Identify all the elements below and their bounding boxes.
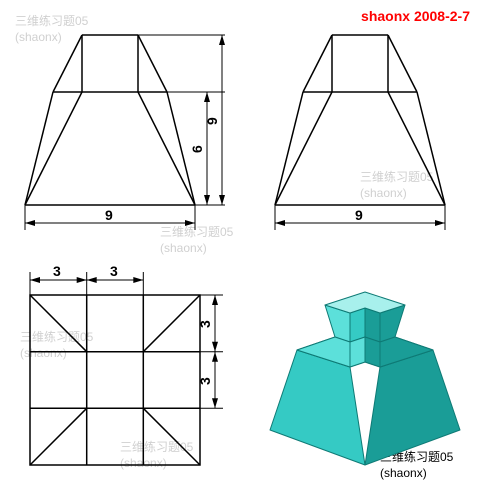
dim-side-width: 9 [355, 207, 363, 223]
header-text: shaonx 2008-2-7 [361, 8, 470, 24]
dim-top-3a: 3 [53, 263, 61, 279]
dim-front-h6: 6 [189, 145, 205, 153]
dim-top-3d: 3 [197, 377, 213, 385]
top-view: 3 3 3 3 [15, 260, 245, 485]
dim-front-h9: 9 [204, 117, 220, 125]
isometric-view [255, 280, 480, 480]
dim-front-width: 9 [105, 207, 113, 223]
dim-top-3b: 3 [110, 263, 118, 279]
side-view: 9 [260, 25, 480, 245]
dim-top-3c: 3 [197, 320, 213, 328]
front-view: 9 6 9 [10, 25, 240, 245]
